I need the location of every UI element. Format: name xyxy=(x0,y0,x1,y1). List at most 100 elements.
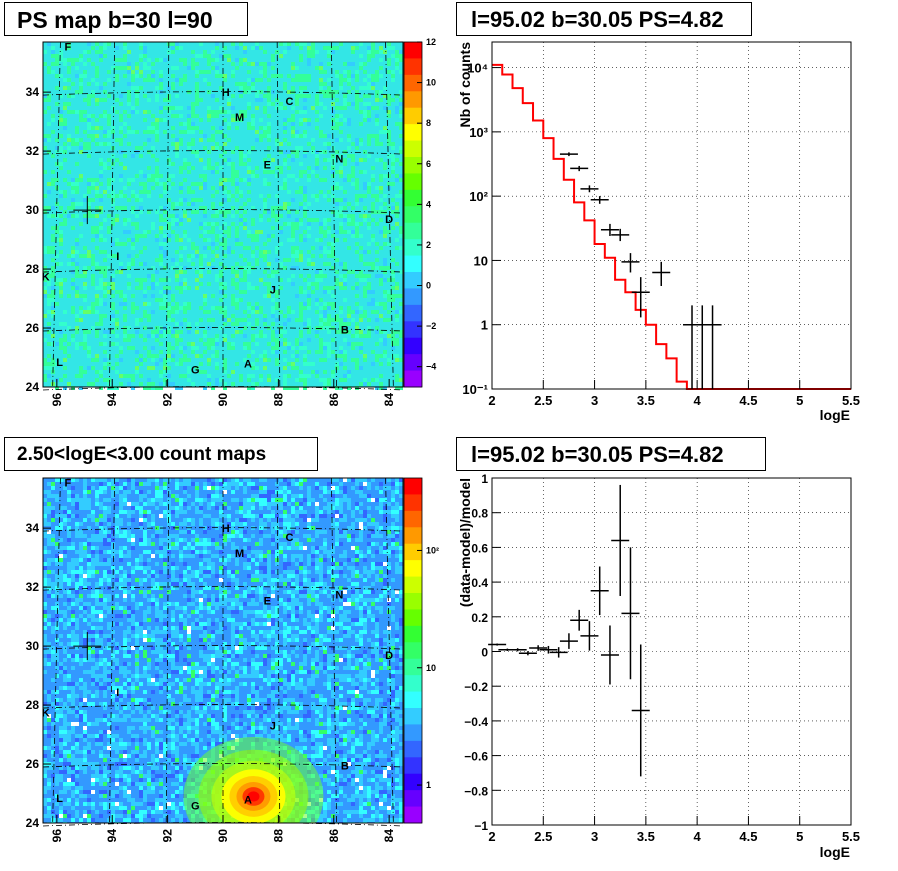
map-cell xyxy=(139,58,143,62)
map-cell xyxy=(43,506,47,510)
map-cell xyxy=(351,486,355,490)
map-cell xyxy=(87,566,91,570)
map-cell xyxy=(335,114,339,118)
map-cell xyxy=(235,610,239,614)
map-cell xyxy=(227,226,231,230)
map-cell xyxy=(107,214,111,218)
map-cell xyxy=(327,90,331,94)
map-cell xyxy=(207,310,211,314)
map-cell xyxy=(179,374,183,378)
map-cell xyxy=(99,590,103,594)
map-cell xyxy=(51,314,55,318)
map-cell xyxy=(359,518,363,522)
map-cell xyxy=(87,542,91,546)
colorbar-cell xyxy=(404,173,422,191)
map-cell xyxy=(147,350,151,354)
map-cell xyxy=(347,78,351,82)
map-cell xyxy=(195,150,199,154)
map-cell xyxy=(287,546,291,550)
map-cell xyxy=(147,626,151,630)
map-cell xyxy=(259,550,263,554)
map-cell xyxy=(235,630,239,634)
map-cell xyxy=(323,286,327,290)
map-cell xyxy=(343,366,347,370)
map-cell xyxy=(119,102,123,106)
map-cell xyxy=(59,214,63,218)
map-cell xyxy=(111,302,115,306)
map-cell xyxy=(59,478,63,482)
map-cell xyxy=(335,318,339,322)
map-cell xyxy=(307,562,311,566)
map-cell xyxy=(387,110,391,114)
map-cell xyxy=(63,310,67,314)
map-cell xyxy=(335,630,339,634)
map-cell xyxy=(251,266,255,270)
map-cell xyxy=(303,590,307,594)
map-cell xyxy=(51,266,55,270)
map-cell xyxy=(363,150,367,154)
map-cell xyxy=(355,310,359,314)
map-cell xyxy=(171,534,175,538)
map-cell xyxy=(323,546,327,550)
map-cell xyxy=(223,54,227,58)
map-cell xyxy=(83,330,87,334)
map-cell xyxy=(355,362,359,366)
map-cell xyxy=(267,342,271,346)
map-cell xyxy=(59,526,63,530)
map-cell xyxy=(119,606,123,610)
map-cell xyxy=(307,586,311,590)
map-cell xyxy=(295,250,299,254)
map-cell xyxy=(83,486,87,490)
map-cell xyxy=(367,274,371,278)
map-cell xyxy=(387,290,391,294)
map-cell xyxy=(219,522,223,526)
map-cell xyxy=(171,562,175,566)
map-cell xyxy=(87,622,91,626)
map-cell xyxy=(175,94,179,98)
map-cell xyxy=(227,570,231,574)
map-cell xyxy=(211,486,215,490)
map-cell xyxy=(219,570,223,574)
map-cell xyxy=(395,514,399,518)
map-cell xyxy=(75,274,79,278)
map-grid-meridian xyxy=(109,41,116,388)
map-cell xyxy=(155,506,159,510)
map-cell xyxy=(383,546,387,550)
map-cell xyxy=(99,598,103,602)
map-cell xyxy=(119,178,123,182)
map-cell xyxy=(79,370,83,374)
map-cell xyxy=(119,522,123,526)
map-cell xyxy=(75,130,79,134)
map-cell xyxy=(359,330,363,334)
map-cell xyxy=(211,306,215,310)
map-cell xyxy=(135,634,139,638)
map-cell xyxy=(63,194,67,198)
map-cell xyxy=(395,506,399,510)
map-cell xyxy=(219,306,223,310)
map-cell xyxy=(191,198,195,202)
map-cell xyxy=(43,146,47,150)
map-cell xyxy=(251,146,255,150)
map-cell xyxy=(363,78,367,82)
map-cell xyxy=(331,490,335,494)
map-cell xyxy=(327,254,331,258)
map-cell xyxy=(179,538,183,542)
map-cell xyxy=(219,482,223,486)
map-cell xyxy=(291,226,295,230)
map-cell xyxy=(295,626,299,630)
map-cell xyxy=(243,210,247,214)
map-cell xyxy=(303,594,307,598)
map-cell xyxy=(159,614,163,618)
map-cell xyxy=(211,346,215,350)
map-cell xyxy=(271,594,275,598)
map-cell xyxy=(51,70,55,74)
map-cell xyxy=(83,294,87,298)
map-cell xyxy=(167,518,171,522)
map-cell xyxy=(387,154,391,158)
map-cell xyxy=(135,322,139,326)
map-cell xyxy=(151,126,155,130)
map-cell xyxy=(271,310,275,314)
map-cell xyxy=(219,274,223,278)
map-cell xyxy=(135,62,139,66)
map-cell xyxy=(371,218,375,222)
